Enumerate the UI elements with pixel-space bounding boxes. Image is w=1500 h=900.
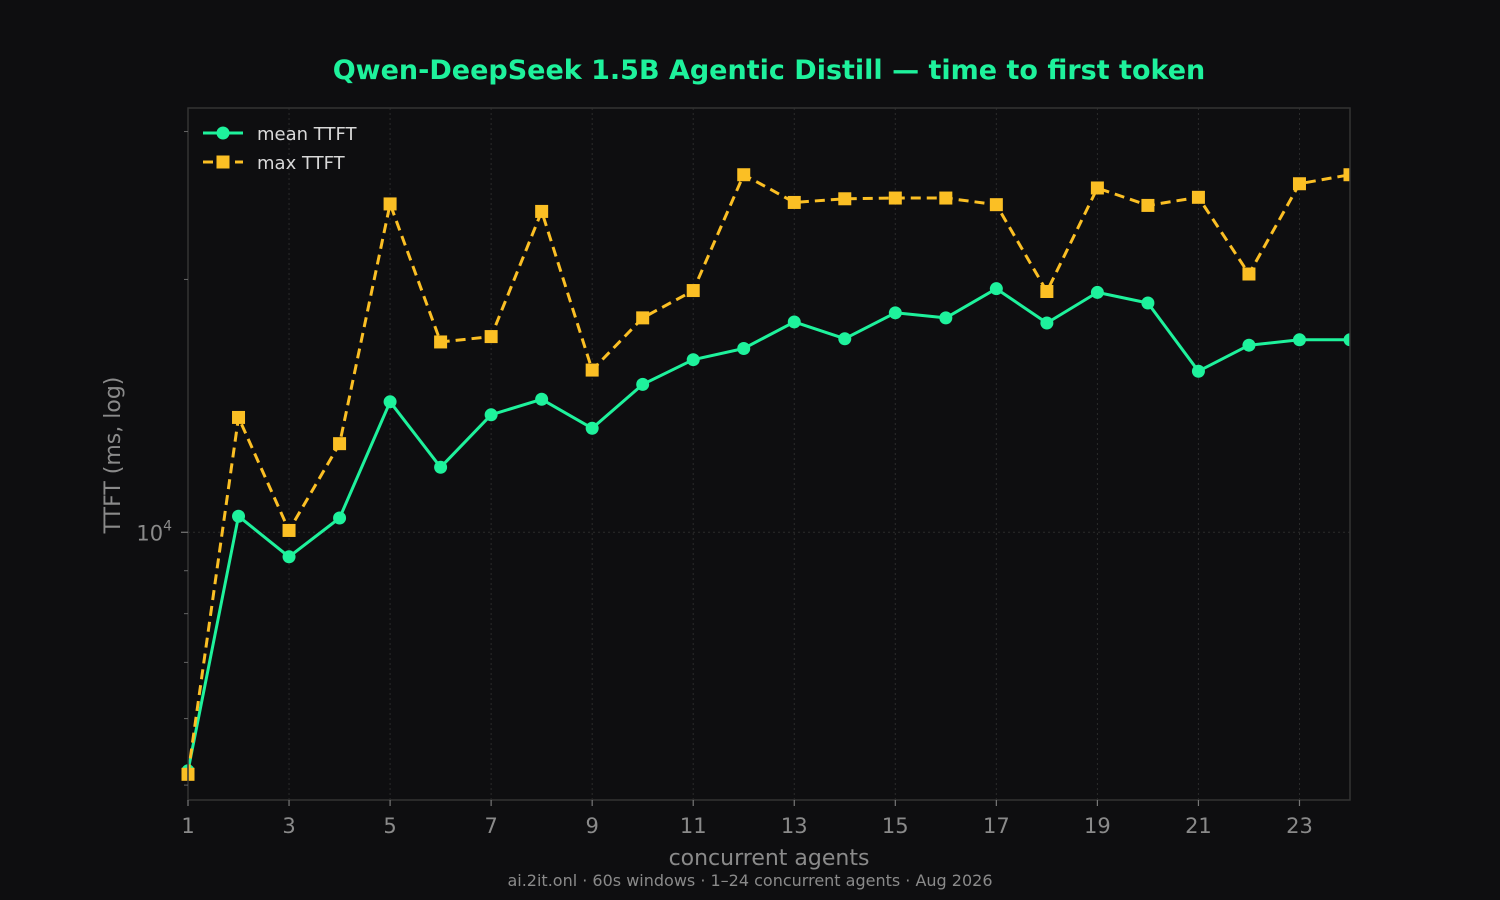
data-point-max — [585, 363, 599, 377]
data-point-mean — [1141, 296, 1155, 310]
data-point-mean — [1191, 364, 1205, 378]
data-point-max — [636, 311, 650, 325]
legend: mean TTFT max TTFT — [203, 124, 357, 174]
data-point-mean — [232, 509, 246, 523]
data-point-mean — [686, 353, 700, 367]
x-tick-label: 3 — [282, 814, 295, 838]
data-point-mean — [888, 306, 902, 320]
data-point-mean — [333, 511, 347, 525]
x-tick-label: 5 — [383, 814, 396, 838]
legend-label: max TTFT — [257, 153, 346, 174]
data-point-mean — [535, 392, 549, 406]
data-point-max — [232, 410, 246, 424]
data-point-mean — [737, 342, 751, 356]
data-point-max — [282, 523, 296, 537]
grid-layer — [187, 108, 1350, 800]
data-point-mean — [434, 460, 448, 474]
legend-label: mean TTFT — [257, 124, 357, 145]
data-point-max — [333, 437, 347, 451]
data-point-mean — [1292, 333, 1306, 347]
data-point-max — [535, 204, 549, 218]
data-point-mean — [1040, 316, 1054, 330]
plot-frame — [187, 107, 1351, 801]
data-point-mean — [636, 377, 650, 391]
x-tick-label: 7 — [484, 814, 497, 838]
data-point-mean — [585, 421, 599, 435]
x-tick-label: 11 — [680, 814, 707, 838]
series-line-mean — [186, 287, 1350, 772]
legend-marker — [216, 126, 230, 140]
data-point-mean — [1343, 333, 1350, 347]
data-point-max — [939, 191, 953, 205]
series-line-max — [186, 173, 1350, 775]
data-point-max — [1040, 284, 1054, 298]
x-tick-label: 23 — [1286, 814, 1313, 838]
data-point-max — [1292, 177, 1306, 191]
series-layer — [181, 168, 1350, 781]
x-tick-label: 17 — [983, 814, 1010, 838]
data-point-mean — [838, 332, 852, 346]
series-group — [181, 168, 1350, 781]
data-point-mean — [282, 550, 296, 564]
data-point-max — [888, 191, 902, 205]
x-tick-label: 15 — [882, 814, 909, 838]
footer-note: ai.2it.onl · 60s windows · 1–24 concurre… — [507, 871, 992, 890]
x-axis-label: concurrent agents — [669, 846, 870, 871]
data-point-mean — [1242, 338, 1256, 352]
y-tick-label: 104 — [136, 518, 172, 545]
data-point-mean — [1090, 285, 1104, 299]
y-axis-label: TTFT (ms, log) — [101, 377, 126, 535]
data-point-max — [383, 197, 397, 211]
data-point-max — [484, 330, 498, 344]
data-point-mean — [787, 315, 801, 329]
data-point-mean — [383, 395, 397, 409]
data-point-max — [434, 335, 448, 349]
data-point-max — [1141, 198, 1155, 212]
data-point-mean — [939, 311, 953, 325]
legend-marker — [216, 155, 230, 169]
data-point-max — [1191, 190, 1205, 204]
x-tick-label: 13 — [781, 814, 808, 838]
data-point-max — [1090, 181, 1104, 195]
data-point-max — [737, 168, 751, 182]
x-tick-label: 21 — [1185, 814, 1212, 838]
x-tick-label: 19 — [1084, 814, 1111, 838]
data-point-max — [989, 198, 1003, 212]
x-tick-label: 1 — [181, 814, 194, 838]
data-point-max — [686, 284, 700, 298]
data-point-max — [787, 195, 801, 209]
data-point-max — [1242, 267, 1256, 281]
data-point-max — [838, 192, 852, 206]
data-point-mean — [484, 408, 498, 422]
data-point-max — [1343, 168, 1350, 182]
data-point-mean — [989, 282, 1003, 296]
x-tick-label: 9 — [585, 814, 598, 838]
chart-title: Qwen-DeepSeek 1.5B Agentic Distill — tim… — [333, 55, 1206, 86]
